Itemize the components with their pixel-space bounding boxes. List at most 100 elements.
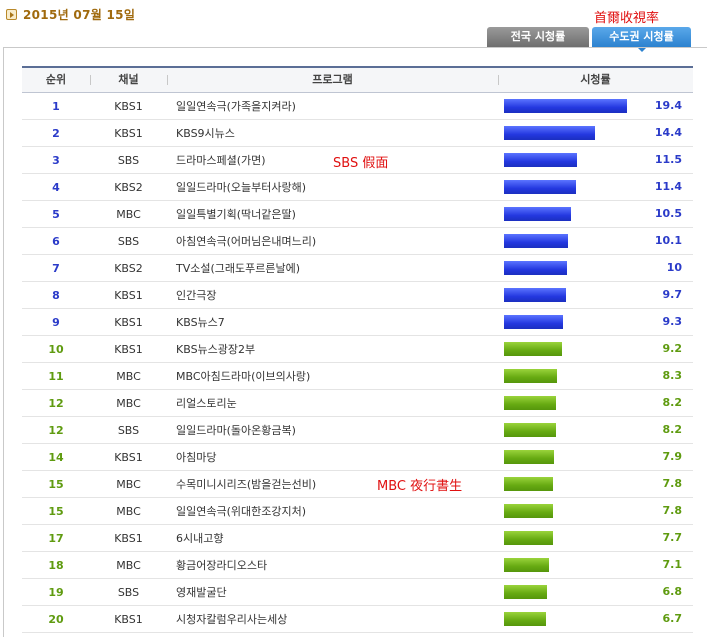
- table-row: 15 MBC 일일연속극(위대한조강지처) 7.8: [22, 498, 693, 525]
- table-row: 2 KBS1 KBS9시뉴스 14.4: [22, 120, 693, 147]
- channel-cell: KBS1: [114, 315, 143, 329]
- rating-cell: 8.2: [498, 417, 693, 443]
- rating-cell: 14.4: [498, 120, 693, 146]
- table-row: 17 KBS1 6시내고향 7.7: [22, 525, 693, 552]
- program-cell: 일일특별기획(딱너같은딸): [176, 208, 296, 221]
- rank-cell: 8: [52, 288, 60, 302]
- rating-bar: [504, 153, 577, 167]
- rank-cell: 12: [48, 396, 64, 410]
- program-cell: 수목미니시리즈(밤을걷는선비): [176, 478, 317, 491]
- table-row: 15 MBC 수목미니시리즈(밤을걷는선비) 7.8: [22, 471, 693, 498]
- rating-cell: 7.1: [498, 552, 693, 578]
- rank-cell: 4: [52, 180, 60, 194]
- rating-bar: [504, 315, 563, 329]
- rating-value: 9.3: [662, 315, 683, 328]
- tab-national-rating[interactable]: 전국 시청률: [487, 27, 589, 47]
- channel-cell: MBC: [116, 207, 141, 221]
- rating-value: 10: [666, 261, 682, 274]
- rating-value: 7.9: [662, 450, 683, 463]
- rank-cell: 5: [52, 207, 60, 221]
- rank-cell: 2: [52, 126, 60, 140]
- rating-value: 9.2: [662, 342, 683, 355]
- rating-bar: [504, 504, 553, 518]
- rating-bar: [504, 585, 547, 599]
- program-cell: 영재발굴단: [176, 586, 227, 599]
- channel-cell: MBC: [116, 504, 141, 518]
- rating-value: 19.4: [654, 99, 682, 112]
- rating-bar: [504, 180, 576, 194]
- table-row: 11 MBC MBC아침드라마(이브의사랑) 8.3: [22, 363, 693, 390]
- rating-cell: 7.7: [498, 525, 693, 551]
- channel-cell: SBS: [117, 153, 140, 167]
- rating-value: 9.7: [662, 288, 683, 301]
- program-cell: TV소설(그래도푸르른날에): [176, 262, 301, 275]
- tab-metro-rating[interactable]: 수도권 시청률: [592, 27, 691, 52]
- rating-bar: [504, 207, 571, 221]
- channel-cell: KBS1: [114, 126, 143, 140]
- program-cell: 6시내고향: [176, 532, 224, 545]
- ratings-table: 순위 채널 프로그램 시청률 1 KBS1 일일연속극(가족을지켜라) 19.4 2 KB…: [22, 66, 693, 633]
- channel-cell: KBS1: [114, 531, 143, 545]
- table-header: 순위 채널 프로그램 시청률: [22, 68, 693, 93]
- program-cell: 일일연속극(가족을지켜라): [176, 100, 296, 113]
- rank-cell: 20: [48, 612, 64, 626]
- rating-value: 14.4: [654, 126, 682, 139]
- rating-cell: 10: [498, 255, 693, 281]
- channel-cell: MBC: [116, 396, 141, 410]
- rank-cell: 15: [48, 477, 64, 491]
- rating-value: 11.4: [654, 180, 682, 193]
- column-header-rank: 순위: [45, 73, 67, 86]
- content-frame: [3, 47, 707, 637]
- channel-cell: SBS: [117, 585, 140, 599]
- rating-bar: [504, 99, 627, 113]
- rating-bar: [504, 423, 556, 437]
- program-cell: 드라마스페셜(가면): [176, 154, 266, 167]
- date-label: 2015년 07월 15일: [23, 7, 136, 22]
- program-cell: 일일드라마(돌아온황금복): [176, 424, 296, 437]
- rating-cell: 9.2: [498, 336, 693, 362]
- rank-cell: 6: [52, 234, 60, 248]
- rating-bar: [504, 531, 553, 545]
- rating-bar: [504, 342, 562, 356]
- program-cell: KBS9시뉴스: [176, 127, 235, 140]
- rating-bar: [504, 450, 554, 464]
- rating-value: 7.8: [662, 504, 683, 517]
- rating-value: 6.7: [662, 612, 683, 625]
- annotation-mbc: MBC 夜行書生: [377, 479, 463, 494]
- table-row: 3 SBS 드라마스페셜(가면) 11.5: [22, 147, 693, 174]
- date-header: 2015년 07월 15일: [6, 5, 135, 23]
- rank-cell: 18: [48, 558, 64, 572]
- program-cell: 인간극장: [176, 289, 217, 302]
- table-row: 4 KBS2 일일드라마(오늘부터사랑해) 11.4: [22, 174, 693, 201]
- rating-bar: [504, 612, 546, 626]
- rating-bar: [504, 369, 557, 383]
- rating-cell: 11.5: [498, 147, 693, 173]
- rating-bar: [504, 477, 553, 491]
- channel-cell: SBS: [117, 423, 140, 437]
- table-row: 18 MBC 황금어장라디오스타 7.1: [22, 552, 693, 579]
- rating-value: 7.1: [662, 558, 683, 571]
- rank-cell: 17: [48, 531, 64, 545]
- annotation-seoul-ratings: 首爾收視率: [594, 11, 660, 26]
- rating-cell: 8.2: [498, 390, 693, 416]
- rating-cell: 8.3: [498, 363, 693, 389]
- table-row: 10 KBS1 KBS뉴스광장2부 9.2: [22, 336, 693, 363]
- rank-cell: 15: [48, 504, 64, 518]
- rank-cell: 14: [48, 450, 64, 464]
- rating-tabs: 전국 시청률 수도권 시청률: [487, 27, 691, 52]
- column-header-rating: 시청률: [498, 68, 693, 92]
- rating-value: 6.8: [662, 585, 683, 598]
- rating-cell: 6.8: [498, 579, 693, 605]
- table-row: 1 KBS1 일일연속극(가족을지켜라) 19.4: [22, 93, 693, 120]
- table-row: 12 SBS 일일드라마(돌아온황금복) 8.2: [22, 417, 693, 444]
- rating-value: 7.7: [662, 531, 683, 544]
- rating-bar: [504, 558, 549, 572]
- arrow-right-icon: [6, 8, 17, 20]
- rating-bar: [504, 288, 566, 302]
- rating-cell: 7.8: [498, 471, 693, 497]
- rating-bar: [504, 126, 595, 140]
- channel-cell: MBC: [116, 558, 141, 572]
- rating-value: 7.8: [662, 477, 683, 490]
- table-row: 14 KBS1 아침마당 7.9: [22, 444, 693, 471]
- channel-cell: KBS1: [114, 342, 143, 356]
